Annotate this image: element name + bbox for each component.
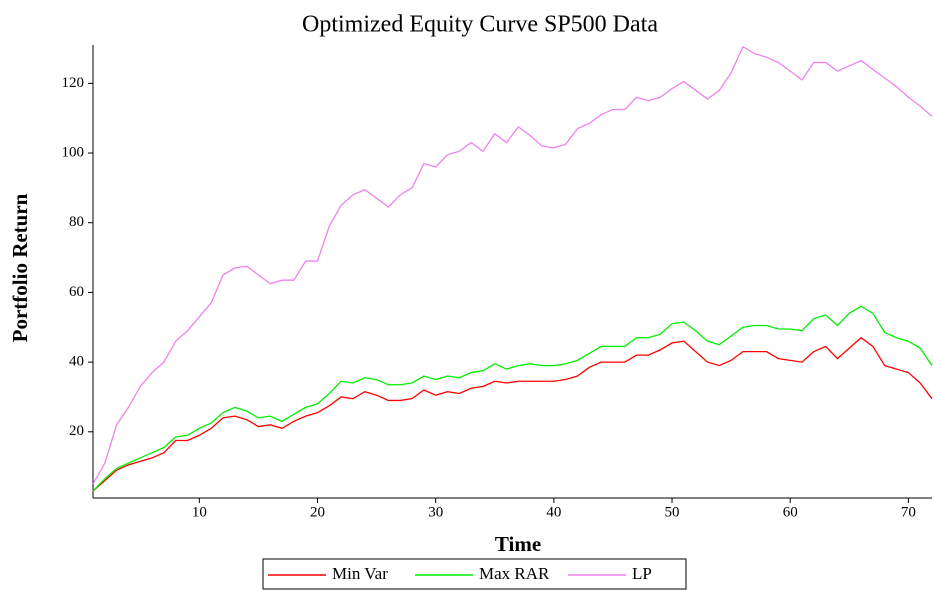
x-tick-label: 50 [665,504,680,520]
legend-box [262,558,687,590]
legend-label: Max RAR [479,564,550,583]
y-tick-label: 60 [69,284,84,300]
y-tick-label: 80 [69,214,84,230]
line-series [92,45,933,485]
legend-label: Min Var [332,564,388,583]
legend-label: LP [632,564,652,583]
x-tick-label: 30 [428,504,443,520]
y-tick-label: 20 [69,423,84,439]
x-tick-label: 70 [901,504,916,520]
x-tick-label: 10 [192,504,207,520]
y-tick-label: 100 [62,144,85,160]
y-axis-label: Portfolio Return [8,193,32,342]
y-tick-label: 120 [62,75,85,91]
chart-title: Optimized Equity Curve SP500 Data [302,12,658,38]
x-axis-label: Time [495,532,541,556]
line-series [92,305,933,492]
x-tick-label: 20 [310,504,325,520]
x-tick-label: 60 [783,504,798,520]
y-tick-label: 40 [69,354,84,370]
line-series [92,336,933,492]
x-tick-label: 40 [546,504,561,520]
